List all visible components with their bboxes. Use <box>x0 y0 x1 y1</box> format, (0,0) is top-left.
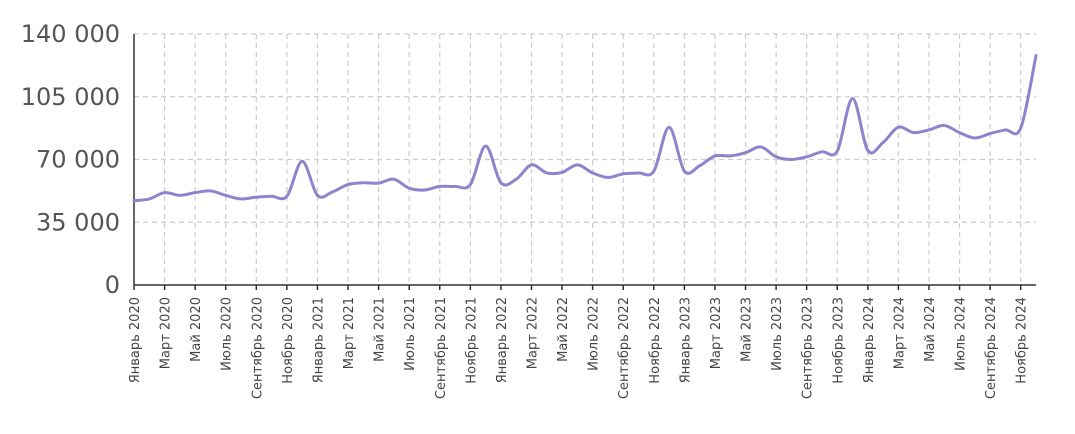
x-tick-label: Март 2020 <box>159 297 174 369</box>
x-tick-label: Январь 2021 <box>311 297 326 383</box>
x-tick-label: Май 2021 <box>373 297 388 362</box>
y-tick-label: 0 <box>105 271 120 299</box>
x-tick-label: Сентябрь 2021 <box>434 297 449 399</box>
x-tick-label: Март 2024 <box>892 297 907 369</box>
x-tick-label: Июль 2022 <box>587 297 602 371</box>
x-tick-label: Сентябрь 2020 <box>250 297 265 399</box>
x-tick-label: Ноябрь 2023 <box>831 297 846 384</box>
x-tick-label: Июль 2024 <box>954 297 969 371</box>
x-tick-label: Июль 2023 <box>770 297 785 371</box>
series-layer <box>132 54 1038 203</box>
grid <box>134 33 1036 285</box>
x-tick-label: Май 2020 <box>189 297 204 362</box>
x-tick-label: Май 2023 <box>740 297 755 362</box>
y-tick-label: 140 000 <box>21 20 120 48</box>
y-tick-labels: 0 35 000 70 000 105 000 140 000 <box>21 20 120 299</box>
x-tick-label: Март 2022 <box>525 297 540 369</box>
x-tick-label: Июль 2021 <box>403 297 418 371</box>
x-tick-label: Ноябрь 2020 <box>281 297 296 384</box>
x-tick-label: Март 2021 <box>342 297 357 369</box>
x-tick-labels: Январь 2020 Март 2020 Май 2020 Июль 2020 Сен… <box>128 285 1030 399</box>
x-tick-label: Январь 2020 <box>128 297 143 383</box>
x-tick-label: Сентябрь 2022 <box>617 297 632 399</box>
x-tick-label: Ноябрь 2022 <box>648 297 663 384</box>
y-tick-label: 70 000 <box>36 146 120 174</box>
x-tick-label: Март 2023 <box>709 297 724 369</box>
x-tick-label: Ноябрь 2024 <box>1015 297 1030 384</box>
x-tick-label: Май 2022 <box>556 297 571 362</box>
y-tick-label: 35 000 <box>36 208 120 236</box>
axes <box>133 34 1036 286</box>
x-tick-label: Сентябрь 2024 <box>984 297 999 399</box>
x-tick-label: Июль 2020 <box>220 297 235 371</box>
y-tick-label: 105 000 <box>21 83 120 111</box>
x-tick-label: Январь 2022 <box>495 297 510 383</box>
x-tick-label: Январь 2024 <box>862 297 877 383</box>
series-line <box>132 54 1038 203</box>
x-tick-label: Сентябрь 2023 <box>801 297 816 399</box>
x-tick-label: Январь 2023 <box>678 297 693 383</box>
x-tick-label: Май 2024 <box>923 297 938 362</box>
x-tick-label: Ноябрь 2021 <box>464 297 479 384</box>
